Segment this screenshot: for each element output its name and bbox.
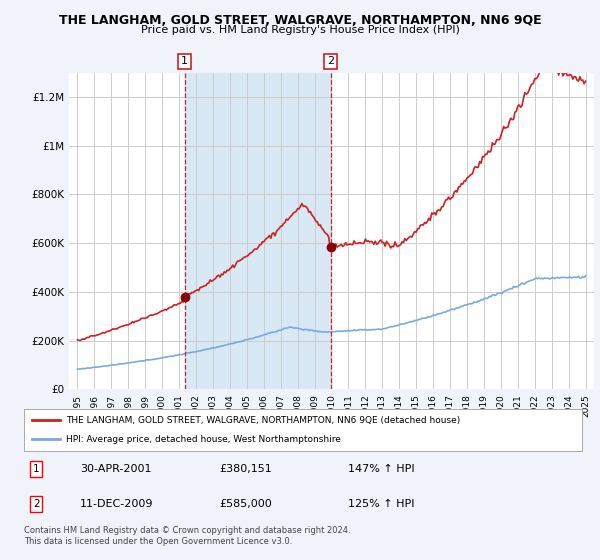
Text: 2: 2 [33,499,40,509]
Text: Price paid vs. HM Land Registry's House Price Index (HPI): Price paid vs. HM Land Registry's House … [140,25,460,35]
Text: £380,151: £380,151 [220,464,272,474]
Bar [185,73,331,389]
Text: £585,000: £585,000 [220,499,272,509]
Text: 30-APR-2001: 30-APR-2001 [80,464,151,474]
Text: 1: 1 [181,57,188,67]
Text: 147% ↑ HPI: 147% ↑ HPI [347,464,414,474]
Text: Contains HM Land Registry data © Crown copyright and database right 2024.
This d: Contains HM Land Registry data © Crown c… [24,526,350,546]
Text: HPI: Average price, detached house, West Northamptonshire: HPI: Average price, detached house, West… [66,435,341,444]
Text: 1: 1 [33,464,40,474]
Text: 11-DEC-2009: 11-DEC-2009 [80,499,154,509]
Text: THE LANGHAM, GOLD STREET, WALGRAVE, NORTHAMPTON, NN6 9QE: THE LANGHAM, GOLD STREET, WALGRAVE, NORT… [59,14,541,27]
Text: 2: 2 [327,57,334,67]
Text: 125% ↑ HPI: 125% ↑ HPI [347,499,414,509]
Text: THE LANGHAM, GOLD STREET, WALGRAVE, NORTHAMPTON, NN6 9QE (detached house): THE LANGHAM, GOLD STREET, WALGRAVE, NORT… [66,416,460,424]
